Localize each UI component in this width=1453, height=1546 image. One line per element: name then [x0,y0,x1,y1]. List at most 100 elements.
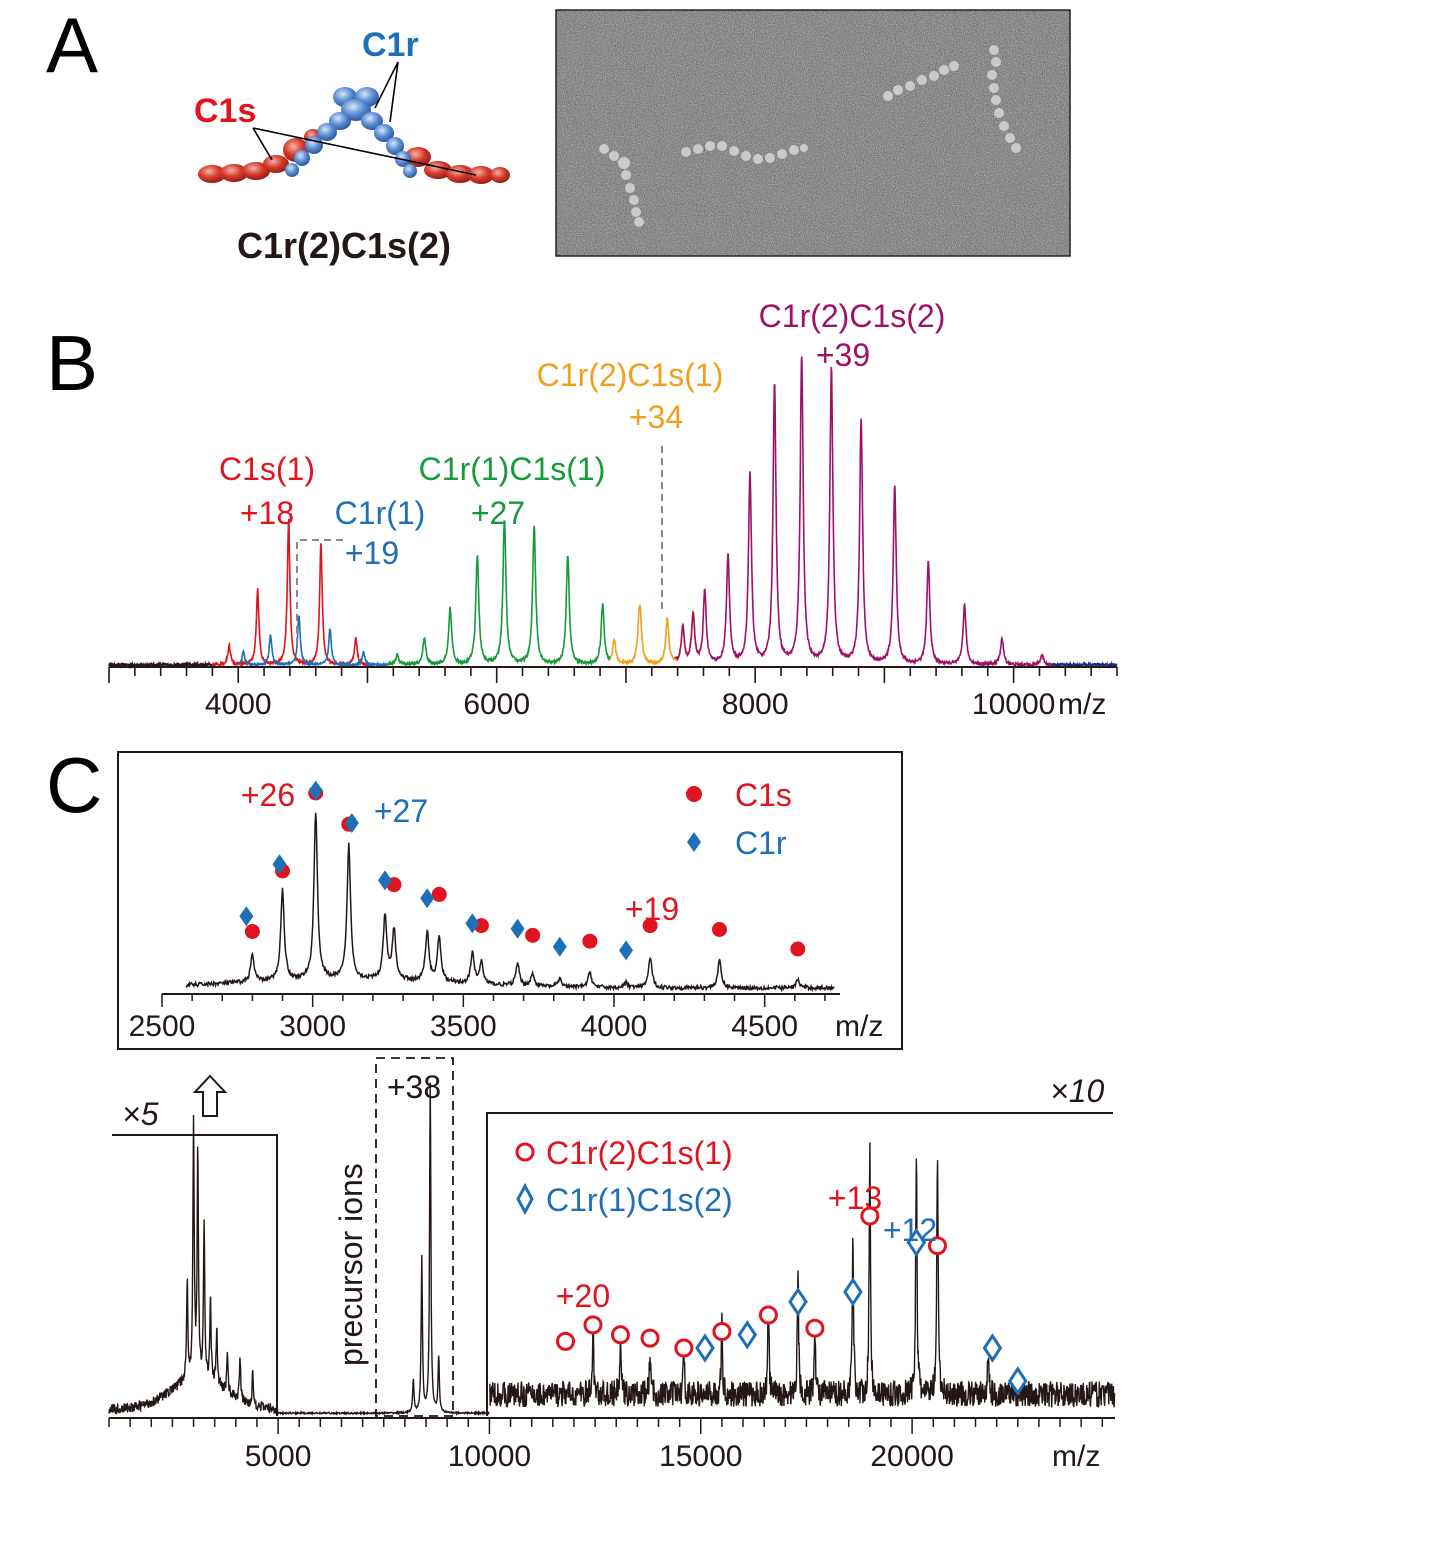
panel-letter-c: C [46,741,102,829]
c1r-marker [510,918,525,939]
c1r-marker [619,940,634,961]
inset-ticks [161,994,826,1007]
panel-b-tick-label: 6000 [463,688,530,721]
inset-ann-27: +27 [374,793,428,829]
c1s-marker [525,927,541,943]
ann-plus-13: +13 [828,1180,882,1216]
open-circle-marker [674,1338,694,1358]
panel-b-tick-label: 4000 [205,688,272,721]
dashed-marker-c1r1 [296,539,345,645]
panel-c-trace [108,1082,1116,1417]
panel-c-x-unit: m/z [1052,1440,1100,1473]
open-circle-marker [556,1331,576,1351]
panel-b-x-unit: m/z [1058,688,1106,721]
mag-x10-label: ×10 [1050,1073,1104,1109]
open-circle-marker [640,1328,660,1348]
c1r-marker [552,936,567,957]
panel-b-trace-c1r1c1s1 [386,520,611,669]
panel-b-tick-labels: 4000 6000 8000 10000 [205,688,1055,721]
ann-c1r2c1s2-name: C1r(2)C1s(2) [759,298,946,334]
precursor-charge: +38 [387,1069,441,1105]
legend-c1r-marker [687,832,701,852]
open-diamond-marker [788,1287,808,1317]
inset-spectrum: 2500 3000 3500 4000 4500 [129,780,840,1043]
c1r-marker [420,888,435,909]
inset-tick-label: 2500 [129,1010,196,1043]
inset-frame [117,751,903,1050]
precursor-box [375,1057,454,1417]
c1s-marker [642,918,658,934]
panel-c-spectrum: 5000 10000 15000 20000 [108,1082,1116,1473]
legend-c1r-label: C1r [735,825,787,861]
ann-c1r1-name: C1r(1) [335,495,426,531]
inset-ann-26: +26 [241,777,295,813]
legend-open-circle-marker [515,1142,535,1162]
em-particles [599,45,1021,227]
c1-complex-schematic [198,61,510,184]
c1s-chain-right [405,147,510,184]
ann-c1s1-charge: +18 [240,495,294,531]
panel-c-trace-high [489,1142,1116,1408]
panel-c-trace-low [108,1114,279,1416]
open-diamond-marker [695,1333,715,1363]
c1r-marker [377,870,392,891]
open-circle-marker [583,1315,603,1335]
inset-markers [239,780,806,961]
label-complex: C1r(2)C1s(2) [237,225,451,266]
inset-tick-labels: 2500 3000 3500 4000 4500 [129,1010,798,1043]
panel-b-trace-c1r2c1s2 [674,356,1054,669]
c1s-marker [244,923,260,939]
panel-c-ticks [108,1418,1104,1434]
legend-open-diamond-marker [516,1182,534,1216]
legend-open-circle-label: C1r(2)C1s(1) [546,1135,733,1171]
inset-ann-19: +19 [625,891,679,927]
open-diamond-marker [737,1320,758,1350]
em-micrograph [555,9,1071,257]
panel-c-tick-labels: 5000 10000 15000 20000 [245,1440,954,1473]
mag-x5-label: ×5 [122,1096,159,1132]
open-circle-marker [927,1236,947,1256]
c1r-marker [465,913,480,934]
open-circle-marker [860,1206,880,1226]
ann-c1r1c1s1-charge: +27 [471,495,525,531]
precursor-label: precursor ions [333,1163,369,1366]
up-arrow-icon [192,1074,228,1117]
panel-c-tick-label: 20000 [870,1440,953,1473]
ann-c1r2c1s1-name: C1r(2)C1s(1) [537,357,724,393]
open-diamond-marker [1007,1366,1028,1396]
c1r-marker [239,906,254,927]
panel-b-trace-baseline-left [108,660,213,670]
c1s-marker [711,922,727,937]
panel-c-tick-label: 10000 [448,1440,531,1473]
open-diamond-marker [843,1277,863,1307]
open-circle-marker [712,1322,732,1341]
c1s-marker [790,941,806,957]
open-diamond-marker [982,1333,1003,1363]
c1r-marker [344,812,359,833]
panel-b-trace-c1r2c1s1 [610,604,699,666]
legend-c1s-marker [686,786,702,802]
inset-trace [185,812,835,993]
bracket-x5 [112,1134,278,1416]
legend-open-diamond-label: C1r(1)C1s(2) [546,1182,733,1218]
inset-tick-label: 3500 [430,1010,497,1043]
ann-c1r2c1s2-charge: +39 [816,337,870,373]
bracket-x10 [486,1112,1113,1416]
c1s-marker [431,886,447,902]
panel-c-markers [556,1206,1028,1396]
ann-plus-12: +12 [883,1212,937,1248]
panel-c-trace-mid [277,1082,490,1417]
inset-tick-label: 4000 [581,1010,648,1043]
inset-x-unit: m/z [835,1010,883,1043]
panel-b-trace-baseline-right [1051,660,1118,670]
legend-c1s-label: C1s [735,777,792,813]
panel-b-tick-label: 10000 [972,688,1055,721]
panel-b-ticks [108,667,1118,683]
inset-tick-label: 4500 [731,1010,798,1043]
open-circle-marker [610,1325,630,1345]
open-circle-marker [758,1305,778,1325]
panel-c-tick-label: 15000 [659,1440,742,1473]
panel-letter-a: A [46,1,98,89]
c1r-marker [308,780,323,801]
